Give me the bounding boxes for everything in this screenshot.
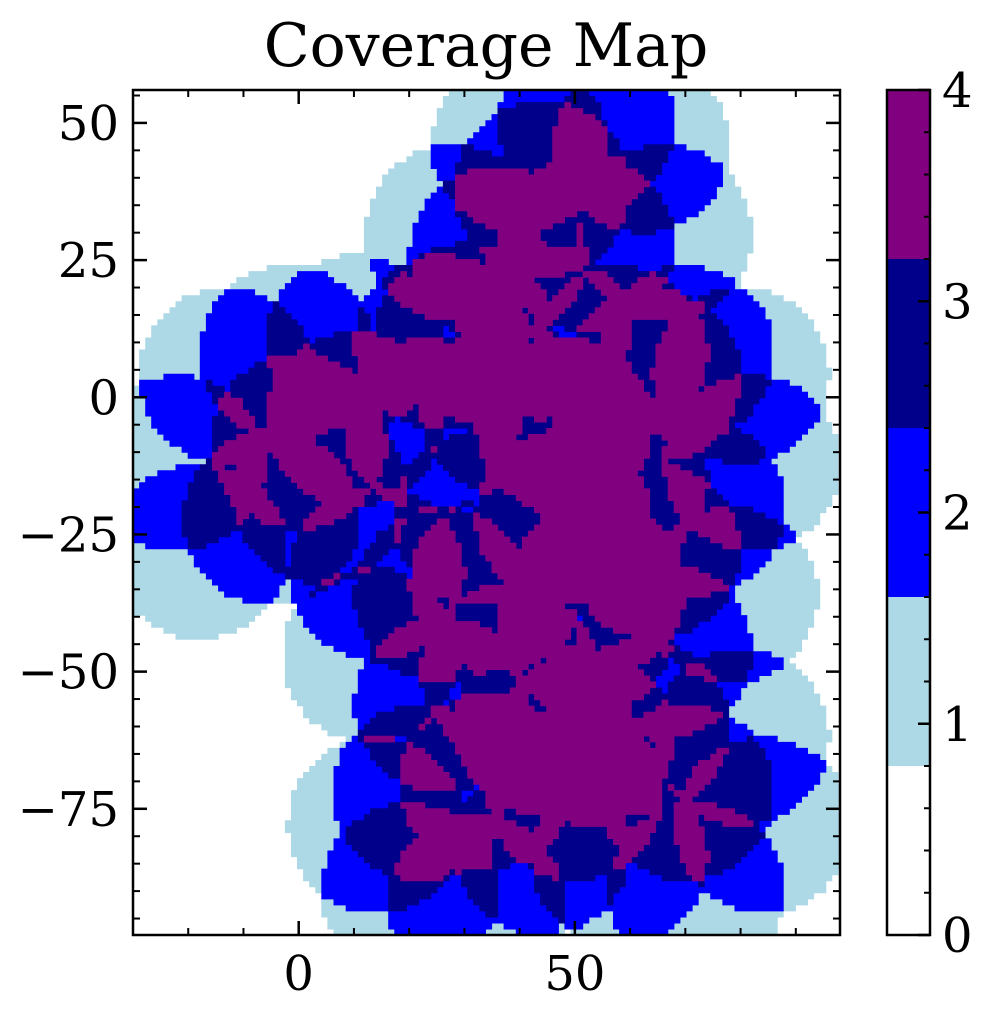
colorbar-tick-label: 1 bbox=[942, 697, 973, 753]
x-tick-label: 50 bbox=[544, 946, 605, 1002]
heatmap-level-1 bbox=[133, 90, 840, 935]
colorbar-segment bbox=[887, 597, 930, 766]
heatmap-level-4 bbox=[212, 102, 754, 882]
colorbar-segment bbox=[887, 766, 930, 935]
colorbar-tick-label: 4 bbox=[942, 63, 973, 119]
y-tick-label: 25 bbox=[58, 233, 119, 289]
colorbar: 0 1 2 3 4 bbox=[885, 63, 973, 964]
colorbar-segment bbox=[887, 259, 930, 428]
chart-title: Coverage Map bbox=[264, 11, 709, 81]
y-tick-label: 0 bbox=[88, 370, 119, 426]
plot-area bbox=[133, 90, 840, 935]
y-tick-label: −75 bbox=[18, 782, 119, 838]
y-tick-label: 50 bbox=[58, 96, 119, 152]
x-tick-label: 0 bbox=[283, 946, 314, 1002]
y-tick-label: −50 bbox=[18, 645, 119, 701]
heatmap-level-3 bbox=[181, 90, 784, 924]
y-tick-label: −25 bbox=[18, 507, 119, 563]
colorbar-tick-label: 3 bbox=[942, 274, 973, 330]
plot-axes: 0 50 50 25 0 −25 −50 −75 bbox=[18, 88, 842, 1002]
colorbar-segment bbox=[887, 90, 930, 259]
axes-frame bbox=[131, 88, 842, 937]
colorbar-tick-label: 2 bbox=[942, 486, 973, 542]
colorbar-tick-label: 0 bbox=[942, 908, 973, 964]
heatmap-cells bbox=[133, 90, 840, 935]
heatmap-level-2 bbox=[133, 90, 827, 935]
